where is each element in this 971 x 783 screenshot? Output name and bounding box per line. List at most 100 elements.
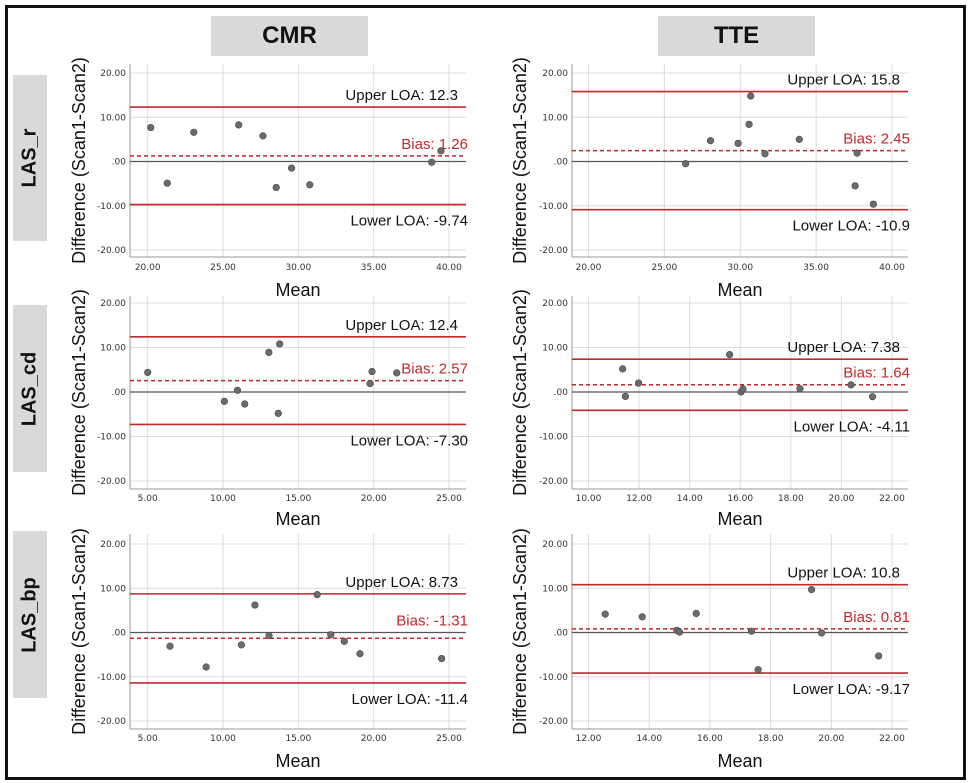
column-header-label: CMR: [262, 22, 317, 49]
panel-cmr-las-r-y-tick-label: .00: [112, 158, 127, 168]
panel-cmr-las-r-data-point: [235, 121, 243, 129]
panel-cmr-las-r-x-tick-label: 40.00: [436, 263, 462, 273]
panel-tte-las-cd-bias-label: Bias: 1.64: [843, 365, 910, 382]
panel-tte-las-r-lower-loa-label: Lower LOA: -10.9: [792, 218, 910, 235]
panel-cmr-las-cd-data-point: [274, 409, 282, 417]
panel-cmr-las-bp-y-tick-label: .00: [112, 629, 127, 639]
panel-tte-las-bp-y-tick-label: -10.00: [539, 673, 568, 683]
panel-cmr-las-bp-data-point: [340, 637, 348, 645]
panel-cmr-las-bp-y-tick-label: 20.00: [100, 540, 126, 550]
panel-tte-las-bp-data-point: [754, 666, 762, 674]
panel-cmr-las-cd-bias-label: Bias: 2.57: [401, 361, 468, 378]
panel-cmr-las-bp-data-point: [237, 641, 246, 649]
panel-tte-las-bp-y-axis-title: Difference (Scan1-Scan2): [510, 528, 530, 735]
panel-tte-las-r-x-tick-label: 25.00: [651, 263, 677, 273]
panel-tte-las-r-x-tick-label: 40.00: [879, 263, 905, 273]
panel-tte-las-cd-lower-loa-label: Lower LOA: -4.11: [794, 418, 910, 435]
panel-cmr-las-bp-x-axis-title: Mean: [275, 751, 320, 771]
panel-cmr-las-r-data-point: [272, 183, 280, 192]
panel-cmr-las-r-x-tick-label: 25.00: [210, 263, 236, 273]
panel-cmr-las-cd-y-tick-label: -10.00: [97, 433, 126, 443]
panel-cmr-las-cd-data-point: [265, 348, 273, 356]
panel-cmr-las-r-y-tick-label: -10.00: [97, 202, 126, 212]
panel-cmr-las-r-y-axis-title: Difference (Scan1-Scan2): [69, 57, 89, 264]
panel-tte-las-bp-data-point: [817, 629, 826, 637]
panel-cmr-las-r-x-tick-label: 30.00: [285, 263, 311, 273]
panel-cmr-las-cd-data-point: [241, 400, 249, 408]
panel-tte-las-cd-y-axis-title: Difference (Scan1-Scan2): [510, 289, 530, 496]
panel-cmr-las-r-x-tick-label: 35.00: [361, 263, 387, 273]
panel-cmr-las-r-data-point: [287, 164, 296, 172]
panel-cmr-las-cd-x-tick-label: 10.00: [210, 494, 236, 504]
panel-tte-las-cd-y-tick-label: -20.00: [539, 477, 568, 487]
row-label-las-bp: LAS_bp: [13, 531, 47, 698]
panel-tte-las-r-x-tick-label: 35.00: [803, 263, 829, 273]
panel-cmr-las-r-y-tick-label: 20.00: [100, 69, 126, 79]
panel-cmr-las-cd-y-tick-label: 20.00: [100, 299, 126, 309]
panel-tte-las-r-y-tick-label: 20.00: [542, 69, 568, 79]
panel-cmr-las-r-data-point: [163, 179, 171, 187]
panel-tte-las-bp-x-tick-label: 12.00: [576, 734, 602, 744]
panel-tte-las-cd-data-point: [868, 393, 877, 401]
panel-cmr-las-cd-y-tick-label: 10.00: [100, 344, 126, 354]
panel-cmr-las-cd-data-point: [366, 379, 374, 388]
panel-tte-las-r-x-axis-title: Mean: [717, 280, 762, 300]
panel-cmr-las-r-bias-label: Bias: 1.26: [401, 136, 468, 153]
panel-cmr-las-cd-data-point: [220, 397, 228, 405]
panel-tte-las-cd-data-point: [739, 385, 747, 393]
column-header-tte: TTE: [658, 16, 815, 56]
panel-cmr-las-bp-bias-label: Bias: -1.31: [396, 613, 468, 630]
panel-tte-las-bp-data-point: [747, 627, 756, 635]
panel-cmr-las-r-x-tick-label: 20.00: [135, 263, 161, 273]
panel-tte-las-r-data-point: [682, 160, 690, 168]
panel-cmr-las-cd-data-point: [144, 368, 152, 377]
panel-tte-las-r-y-tick-label: 10.00: [542, 113, 568, 123]
panel-tte-las-r-x-tick-label: 20.00: [576, 263, 602, 273]
panel-tte-las-cd-x-tick-label: 10.00: [576, 494, 602, 504]
panel-cmr-las-cd-x-tick-label: 5.00: [138, 494, 158, 504]
panel-cmr-las-r-data-point: [190, 128, 198, 136]
panel-tte-las-bp-data-point: [807, 585, 816, 594]
panel-cmr-las-cd-data-point: [393, 369, 401, 377]
column-header-cmr: CMR: [211, 16, 368, 56]
panel-tte-las-r-data-point: [747, 92, 755, 100]
panel-cmr-las-bp-y-axis-title: Difference (Scan1-Scan2): [69, 528, 89, 735]
panel-tte-las-bp-x-tick-label: 14.00: [636, 734, 662, 744]
panel-cmr-las-r-upper-loa-label: Upper LOA: 12.3: [345, 87, 458, 104]
panel-cmr-las-bp-data-point: [202, 663, 210, 671]
panel-cmr-las-bp-data-point: [327, 631, 335, 639]
panel-tte-las-r-x-tick-label: 30.00: [727, 263, 753, 273]
column-header-label: TTE: [713, 22, 760, 49]
panel-cmr-las-bp-data-point: [313, 591, 321, 599]
panel-cmr-las-bp-y-tick-label: 10.00: [100, 584, 126, 594]
panel-cmr-las-bp-upper-loa-label: Upper LOA: 8.73: [345, 574, 458, 591]
panel-tte-las-bp-x-tick-label: 22.00: [879, 734, 905, 744]
panel-tte-las-r-y-tick-label: -10.00: [539, 202, 568, 212]
figure-frame: [5, 5, 966, 780]
panel-tte-las-r-y-tick-label: -20.00: [539, 246, 568, 256]
panel-tte-las-bp-data-point: [638, 613, 646, 621]
panel-tte-las-cd-data-point: [619, 365, 627, 373]
panel-tte-las-r-y-tick-label: .00: [554, 158, 569, 168]
panel-tte-las-r-data-point: [795, 135, 803, 143]
panel-tte-las-r-data-point: [853, 149, 861, 157]
panel-cmr-las-r-y-tick-label: -20.00: [97, 246, 126, 256]
panel-tte-las-r-data-point: [761, 150, 769, 158]
panel-tte-las-r-data-point: [706, 137, 715, 145]
panel-cmr-las-cd-x-tick-label: 15.00: [285, 494, 311, 504]
panel-tte-las-cd-x-tick-label: 22.00: [879, 494, 905, 504]
panel-cmr-las-bp-data-point: [265, 631, 273, 640]
panel-tte-las-bp-data-point: [875, 652, 883, 660]
panel-cmr-las-bp-y-tick-label: -10.00: [97, 673, 126, 683]
panel-cmr-las-cd-data-point: [233, 386, 242, 394]
panel-tte-las-bp-x-tick-label: 18.00: [758, 734, 784, 744]
panel-cmr-las-bp-y-tick-label: -20.00: [97, 717, 126, 727]
panel-tte-las-bp-x-tick-label: 16.00: [697, 734, 723, 744]
panel-tte-las-r-data-point: [851, 182, 859, 190]
panel-tte-las-bp-x-tick-label: 20.00: [818, 734, 844, 744]
row-label-las-cd: LAS_cd: [13, 305, 47, 472]
panel-tte-las-bp-upper-loa-label: Upper LOA: 10.8: [787, 565, 900, 582]
panel-cmr-las-cd-y-tick-label: -20.00: [97, 477, 126, 487]
panel-cmr-las-cd-y-tick-label: .00: [112, 388, 127, 398]
panel-cmr-las-r-data-point: [428, 158, 436, 166]
